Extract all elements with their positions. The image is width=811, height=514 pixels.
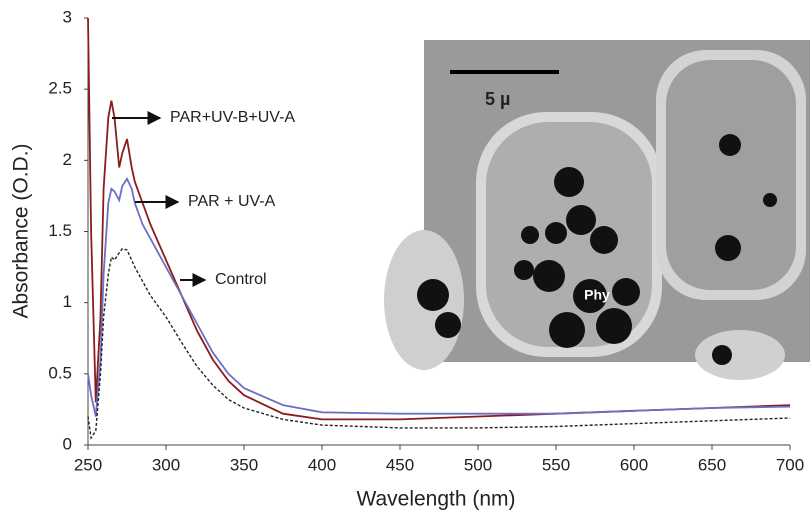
x-tick-label: 300: [152, 455, 180, 474]
scale-label: 5 µ: [485, 89, 510, 109]
y-tick-label: 0.5: [48, 363, 72, 382]
x-tick-label: 250: [74, 455, 102, 474]
y-axis-title: Absorbance (O.D.): [10, 143, 33, 318]
x-axis-title: Wavelength (nm): [356, 488, 515, 511]
y-tick-label: 1: [63, 292, 72, 311]
x-tick-label: 400: [308, 455, 336, 474]
y-tick-label: 0: [63, 434, 72, 453]
x-tick-label: 500: [464, 455, 492, 474]
legend-label: PAR + UV-A: [188, 193, 276, 210]
legend-label: PAR+UV-B+UV-A: [170, 109, 295, 126]
y-tick-label: 2.5: [48, 79, 72, 98]
x-tick-label: 450: [386, 455, 414, 474]
x-tick-label: 700: [776, 455, 804, 474]
x-tick-label: 550: [542, 455, 570, 474]
x-tick-label: 650: [698, 455, 726, 474]
inset-label: Phy: [584, 287, 610, 303]
x-tick-label: 350: [230, 455, 258, 474]
chart: 5 µ Phy Wavelength (nm) Absorbance (O.D.…: [0, 0, 811, 514]
y-tick-label: 1.5: [48, 221, 72, 240]
y-tick-label: 2: [63, 150, 72, 169]
legend-label: Control: [215, 271, 267, 288]
x-tick-label: 600: [620, 455, 648, 474]
inset-micrograph: 5 µ Phy: [384, 40, 810, 380]
y-tick-label: 3: [63, 7, 72, 26]
